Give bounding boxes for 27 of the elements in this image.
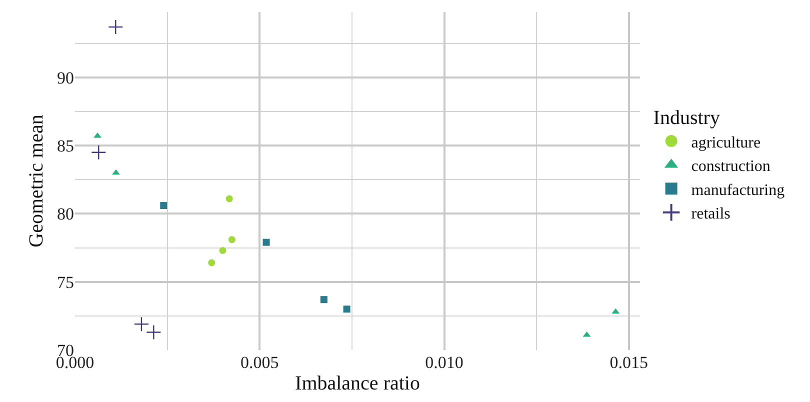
legend-label: construction xyxy=(691,158,770,176)
point xyxy=(343,306,350,313)
x-axis-title: Imbalance ratio xyxy=(295,372,420,394)
point xyxy=(320,296,328,304)
y-tick-label: 80 xyxy=(57,204,74,224)
y-tick-label: 85 xyxy=(57,136,74,156)
y-tick-label: 90 xyxy=(57,68,74,88)
point xyxy=(219,247,226,254)
legend-label: retails xyxy=(691,206,730,223)
y-tick-label: 75 xyxy=(57,272,74,292)
y-axis-title: Geometric mean xyxy=(26,114,48,248)
point xyxy=(228,236,236,244)
point xyxy=(91,144,106,160)
point xyxy=(262,238,270,246)
point xyxy=(134,316,150,332)
x-tick-label: 0.010 xyxy=(425,353,464,372)
point xyxy=(160,202,168,210)
point xyxy=(612,308,620,314)
x-tick-label: 0.015 xyxy=(610,353,648,372)
point xyxy=(108,19,124,35)
legend-label: agriculture xyxy=(691,134,761,152)
x-tick-label: 0.005 xyxy=(240,353,279,372)
legend-title: Industry xyxy=(653,107,720,130)
legend-label: manufacturing xyxy=(691,182,785,199)
point xyxy=(226,195,233,202)
point xyxy=(208,259,216,266)
point xyxy=(146,324,162,340)
